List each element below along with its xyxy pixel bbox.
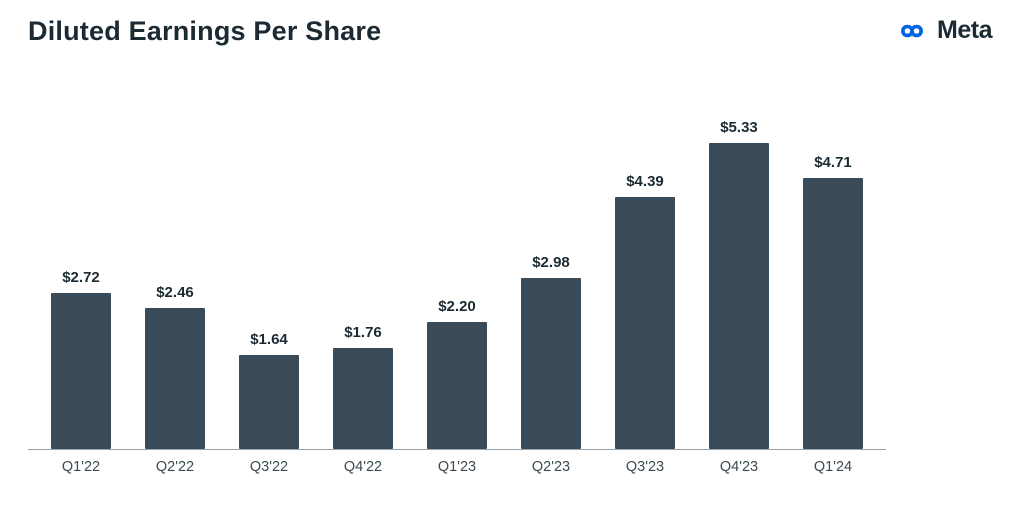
bar-group: $4.71 — [786, 154, 880, 449]
chart-plot-area: $2.72 $2.46 $1.64 $1.76 $2.20 $2.98 $4.39 $5.33… — [28, 110, 886, 450]
bar-value-label: $2.20 — [438, 298, 476, 315]
bar-value-label: $2.46 — [156, 284, 194, 301]
x-axis-label: Q1'22 — [61, 459, 101, 475]
x-axis-label: Q4'22 — [343, 459, 383, 475]
x-axis-label: Q1'23 — [437, 459, 477, 475]
bar-value-label: $1.76 — [344, 324, 382, 341]
x-axis-label: Q3'22 — [249, 459, 289, 475]
bar — [239, 355, 299, 449]
meta-infinity-icon — [893, 19, 931, 43]
bar-value-label: $2.98 — [532, 254, 570, 271]
bar — [145, 308, 205, 449]
bar-group: $5.33 — [692, 119, 786, 449]
meta-logo: Meta — [893, 16, 996, 45]
bar-group: $2.46 — [128, 284, 222, 449]
bar-group: $1.76 — [316, 324, 410, 449]
bar-value-label: $4.71 — [814, 154, 852, 171]
bar-group: $4.39 — [598, 173, 692, 449]
x-axis-label: Q4'23 — [719, 459, 759, 475]
bar — [51, 293, 111, 449]
bar-group: $2.20 — [410, 298, 504, 449]
bar — [333, 348, 393, 449]
bar — [427, 322, 487, 449]
page-title: Diluted Earnings Per Share — [28, 16, 382, 46]
bar-group: $2.72 — [34, 269, 128, 449]
x-axis-label: Q1'24 — [813, 459, 853, 475]
x-axis-label: Q3'23 — [625, 459, 665, 475]
bar-value-label: $5.33 — [720, 119, 758, 136]
bar-chart: $2.72 $2.46 $1.64 $1.76 $2.20 $2.98 $4.39 $5.33… — [28, 110, 886, 475]
meta-wordmark: Meta — [937, 16, 992, 44]
bar-value-label: $4.39 — [626, 173, 664, 190]
bar-value-label: $2.72 — [62, 269, 100, 286]
bar-value-label: $1.64 — [250, 331, 288, 348]
bar-group: $2.98 — [504, 254, 598, 449]
bar — [709, 143, 769, 449]
bar-group: $1.64 — [222, 331, 316, 449]
header: Diluted Earnings Per Share Meta — [28, 16, 996, 64]
bar — [803, 178, 863, 449]
x-axis-label: Q2'22 — [155, 459, 195, 475]
x-axis: Q1'22 Q2'22 Q3'22 Q4'22 Q1'23 Q2'23 Q3'23 Q4'23… — [28, 459, 886, 475]
bar — [615, 197, 675, 449]
bar — [521, 278, 581, 449]
x-axis-label: Q2'23 — [531, 459, 571, 475]
